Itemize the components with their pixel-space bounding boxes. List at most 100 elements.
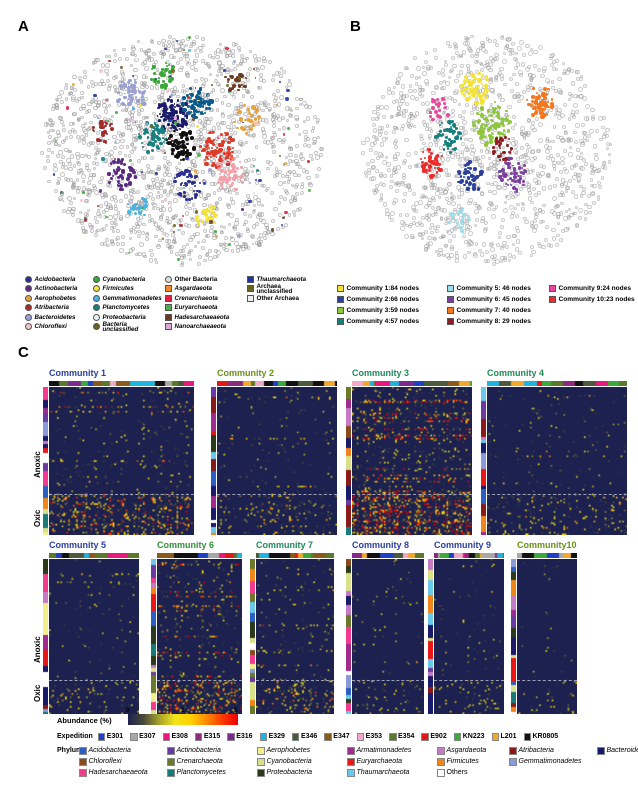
network-node — [557, 89, 563, 95]
legend-item[interactable]: Aerophobetes — [25, 294, 77, 303]
network-node — [281, 187, 285, 190]
network-node — [529, 253, 533, 258]
network-node — [196, 90, 202, 95]
network-node — [169, 204, 172, 207]
network-node — [59, 90, 64, 95]
legend-item[interactable]: Nanoarchaeaeota — [165, 322, 229, 331]
network-node — [148, 258, 154, 263]
legend-item[interactable]: Community 3:59 nodes — [337, 306, 419, 315]
network-node — [170, 142, 175, 147]
legend-item[interactable]: Community 6: 45 nodes — [447, 295, 531, 304]
network-node — [500, 245, 505, 250]
network-node — [114, 111, 118, 115]
legend-item[interactable]: Bacteroidetes — [25, 313, 77, 322]
legend-item[interactable]: E315 — [194, 733, 220, 741]
legend-item[interactable]: Euryarchaeota — [165, 304, 229, 312]
legend-item[interactable]: Euryarchaeota — [347, 758, 402, 766]
legend-item[interactable]: Community 10:23 nodes — [549, 295, 635, 304]
legend-item[interactable]: Atribacteria — [509, 747, 554, 755]
legend-item[interactable]: Crenarchaeota — [165, 294, 229, 303]
network-node — [562, 148, 567, 154]
legend-item[interactable]: Chloroflexi — [25, 322, 77, 331]
network-node — [374, 117, 379, 121]
legend-item[interactable]: Hadesarchaeaeota — [165, 313, 229, 322]
legend-item[interactable]: Other Bacteria — [165, 276, 229, 284]
legend-item[interactable]: KN223 — [453, 733, 485, 741]
legend-item[interactable]: Thaumarchaeota — [347, 769, 409, 777]
legend-item[interactable]: Chloroflexi — [79, 758, 122, 766]
network-node — [95, 58, 100, 63]
network-node — [193, 169, 198, 173]
network-node — [141, 209, 144, 213]
network-node — [220, 101, 225, 105]
network-node — [199, 111, 204, 115]
legend-item[interactable]: Archaea unclassified — [247, 284, 306, 294]
legend-item[interactable]: Acidobacteria — [79, 747, 131, 755]
legend-item[interactable]: Community 8: 29 nodes — [447, 317, 531, 326]
legend-item[interactable]: KR0805 — [523, 733, 558, 741]
legend-item[interactable]: Community 4:57 nodes — [337, 317, 419, 326]
network-node — [430, 169, 435, 173]
network-node — [216, 125, 222, 131]
network-node — [466, 36, 470, 41]
legend-item[interactable]: E307 — [130, 733, 156, 741]
legend-item[interactable]: L201 — [491, 733, 517, 741]
legend-item[interactable]: E316 — [227, 733, 253, 741]
legend-item[interactable]: Community 2:66 nodes — [337, 295, 419, 304]
legend-item[interactable]: E329 — [259, 733, 285, 741]
network-node — [579, 151, 584, 155]
network-node — [447, 220, 451, 224]
legend-item[interactable]: Asgardaeota — [165, 285, 229, 293]
legend-item[interactable]: Asgardaeota — [437, 747, 486, 755]
legend-item[interactable]: Armatimonadetes — [347, 747, 411, 755]
legend-swatch-square-icon — [79, 747, 87, 755]
legend-item[interactable]: Planctomycetes — [93, 304, 162, 312]
legend-item[interactable]: Firmicutes — [437, 758, 479, 766]
legend-item[interactable]: E347 — [324, 733, 350, 741]
network-node — [89, 120, 93, 125]
network-node — [581, 141, 585, 145]
legend-item[interactable]: Actinobacteria — [25, 285, 77, 293]
legend-item[interactable]: Bacteria unclassified — [93, 322, 162, 332]
legend-item[interactable]: E354 — [389, 733, 414, 741]
legend-item[interactable]: Community 7: 40 nodes — [447, 306, 531, 315]
legend-item[interactable]: Proteobacteria — [257, 769, 312, 777]
network-node — [253, 165, 255, 167]
legend-item[interactable]: Aerophobetes — [257, 747, 310, 755]
network-node — [427, 217, 432, 222]
legend-item[interactable]: Firmicutes — [93, 285, 162, 293]
network-node — [164, 152, 167, 154]
legend-item[interactable]: Gemmatimonadetes — [93, 294, 162, 303]
legend-item[interactable]: Acidobacteria — [25, 276, 77, 284]
network-node — [494, 42, 500, 48]
legend-item[interactable]: Community 9:24 nodes — [549, 284, 635, 293]
network-node — [456, 209, 459, 213]
legend-item[interactable]: E353 — [356, 733, 382, 741]
network-node — [575, 109, 580, 114]
legend-item[interactable]: E308 — [162, 733, 188, 741]
legend-item[interactable]: E346 — [291, 733, 317, 741]
legend-swatch-square-icon — [165, 322, 172, 330]
legend-item[interactable]: Bacteroidetes — [597, 747, 638, 755]
network-node — [91, 172, 97, 178]
legend-item[interactable]: Community 1:84 nodes — [337, 284, 419, 293]
network-node — [294, 158, 299, 164]
network-node — [139, 104, 143, 108]
legend-item[interactable]: Cyanobacteria — [257, 758, 312, 766]
legend-item[interactable]: Planctomycetes — [167, 769, 226, 777]
legend-item[interactable]: Community 5: 46 nodes — [447, 284, 531, 293]
legend-item[interactable]: Other Archaea — [247, 294, 306, 303]
legend-item[interactable]: Cyanobacteria — [93, 276, 162, 284]
legend-item[interactable]: Crenarchaeota — [167, 758, 223, 766]
network-node — [56, 153, 60, 158]
legend-item[interactable]: Actinobacteria — [167, 747, 221, 755]
legend-item[interactable]: E902 — [421, 733, 447, 741]
network-node — [209, 229, 214, 234]
legend-item[interactable]: Hadesarchaeaeota — [79, 769, 148, 777]
network-node — [498, 235, 502, 239]
legend-item[interactable]: Atribacteria — [25, 304, 77, 312]
legend-item[interactable]: Gemmatimonadetes — [509, 758, 582, 766]
legend-item[interactable]: E301 — [97, 733, 123, 741]
legend-item[interactable]: Others — [437, 769, 468, 777]
expedition-legend-row1: Expedition E301 E307 E308 E315 E316 E329 E346 E3… — [57, 733, 565, 741]
